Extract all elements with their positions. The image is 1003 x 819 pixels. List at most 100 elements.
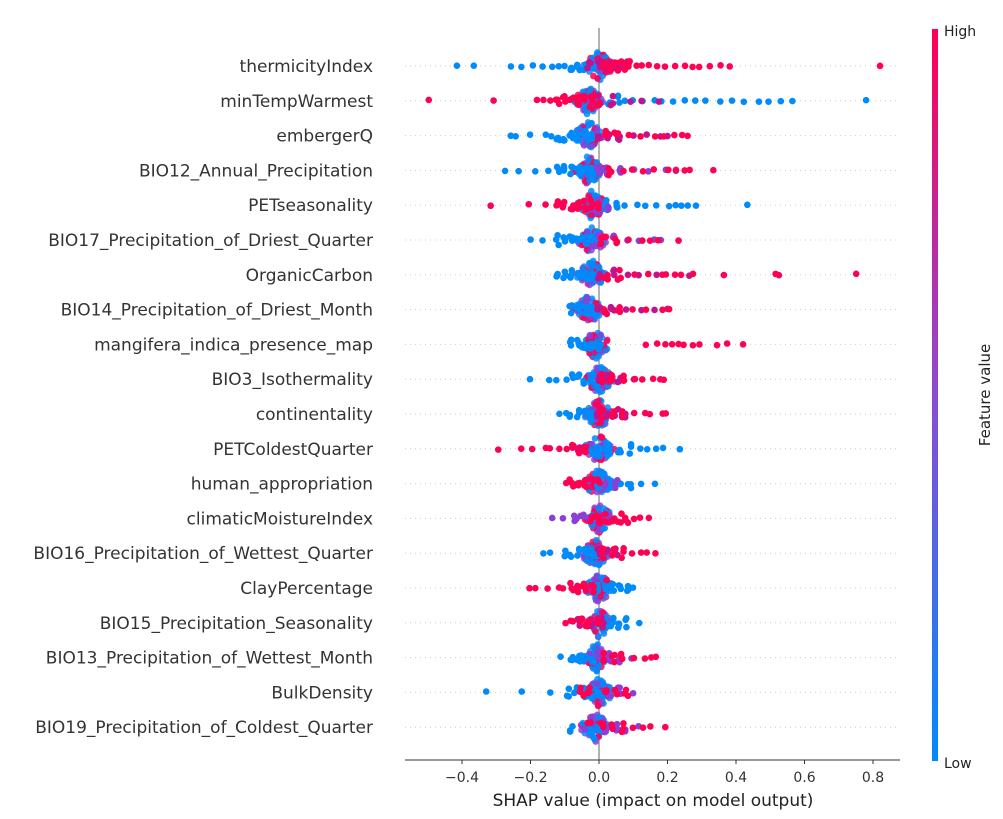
data-point [862, 96, 870, 104]
data-point [660, 376, 668, 384]
data-point [567, 170, 574, 178]
data-point [637, 445, 644, 452]
data-point [589, 643, 597, 650]
data-point [599, 545, 607, 553]
data-point [532, 584, 539, 592]
data-point [659, 306, 666, 314]
data-point [544, 585, 551, 592]
data-point [684, 132, 691, 140]
data-point [583, 550, 591, 557]
data-point [566, 727, 574, 734]
data-point [653, 340, 661, 347]
data-point [548, 514, 556, 522]
data-point [567, 579, 574, 587]
data-point [561, 137, 568, 144]
data-point [570, 94, 577, 101]
data-point [594, 200, 602, 207]
data-point [609, 92, 617, 100]
data-point [563, 692, 571, 700]
data-point [653, 62, 661, 70]
data-point [626, 57, 634, 65]
feature-row-points [526, 572, 637, 605]
data-point [602, 688, 609, 696]
data-point [540, 550, 547, 557]
data-point [620, 720, 627, 727]
feature-row-points [507, 119, 691, 151]
data-point [584, 620, 592, 628]
data-point [617, 585, 625, 593]
feature-label: BIO15_Precipitation_Seasonality [100, 614, 373, 634]
data-point [681, 97, 689, 104]
data-point [585, 688, 592, 696]
data-point [610, 587, 618, 594]
data-point [581, 476, 589, 484]
data-point [689, 270, 697, 278]
data-point [581, 204, 589, 211]
data-point [583, 110, 591, 118]
data-point [574, 99, 581, 107]
data-point [618, 554, 625, 562]
data-point [594, 386, 602, 394]
data-point [602, 131, 609, 139]
row-guides [405, 65, 900, 728]
feature-label: embergerQ [276, 127, 373, 147]
data-point [600, 62, 608, 70]
data-point [627, 443, 635, 450]
feature-labels: thermicityIndex minTempWarmest embergerQ BI… [33, 57, 373, 738]
data-point [659, 444, 667, 452]
data-point [595, 58, 602, 66]
data-point [542, 201, 549, 208]
data-point [600, 505, 608, 512]
data-point [642, 341, 650, 349]
data-point [650, 166, 658, 173]
data-point [646, 410, 654, 418]
data-point [587, 558, 595, 565]
data-point [540, 96, 547, 104]
data-point [606, 448, 613, 456]
data-point [487, 202, 494, 210]
data-point [628, 550, 636, 557]
data-point [777, 97, 785, 105]
data-point [677, 271, 685, 279]
data-point [630, 409, 638, 417]
data-point [652, 202, 660, 209]
data-point [611, 484, 619, 492]
data-point [622, 306, 630, 313]
data-point [559, 585, 567, 592]
data-point [560, 201, 567, 209]
data-point [518, 688, 526, 695]
data-point [634, 201, 641, 209]
data-point [600, 233, 608, 241]
data-point [596, 170, 604, 177]
data-point [876, 62, 884, 70]
data-point [597, 433, 605, 440]
data-point [581, 127, 589, 135]
data-point [599, 525, 607, 532]
data-point [569, 617, 576, 625]
data-point [610, 614, 617, 622]
x-ticks: −0.4 −0.2 0.0 0.2 0.4 0.6 0.8 [445, 760, 884, 786]
data-point [594, 620, 602, 627]
data-point [507, 63, 515, 70]
data-point [602, 510, 609, 518]
data-point [517, 445, 525, 453]
data-point [566, 551, 573, 559]
data-point [624, 692, 632, 700]
data-point [568, 64, 575, 72]
data-point [681, 62, 689, 70]
data-point [692, 202, 700, 209]
data-point [629, 724, 637, 732]
colorbar-title: Feature value [976, 344, 994, 446]
feature-label: BIO14_Precipitation_of_Driest_Month [61, 301, 373, 321]
data-point [588, 187, 595, 195]
data-point [618, 728, 626, 736]
data-point [512, 132, 519, 140]
data-point [744, 201, 751, 209]
colorbar [932, 29, 938, 761]
data-point [651, 306, 658, 314]
data-point [601, 728, 609, 736]
feature-label: BIO3_Isothermality [212, 370, 373, 390]
data-point [560, 274, 567, 282]
data-point [597, 331, 604, 339]
